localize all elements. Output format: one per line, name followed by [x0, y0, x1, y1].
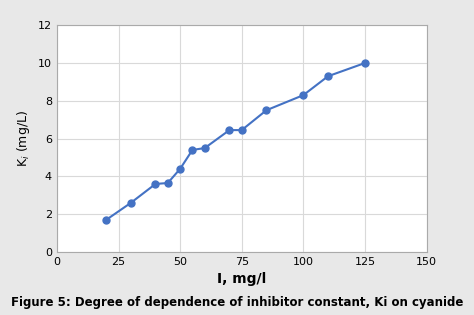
X-axis label: I, mg/l: I, mg/l — [217, 272, 266, 286]
Y-axis label: K$_i$ (mg/L): K$_i$ (mg/L) — [15, 110, 32, 167]
Text: Figure 5: Degree of dependence of inhibitor constant, Ki on cyanide: Figure 5: Degree of dependence of inhibi… — [11, 296, 463, 309]
